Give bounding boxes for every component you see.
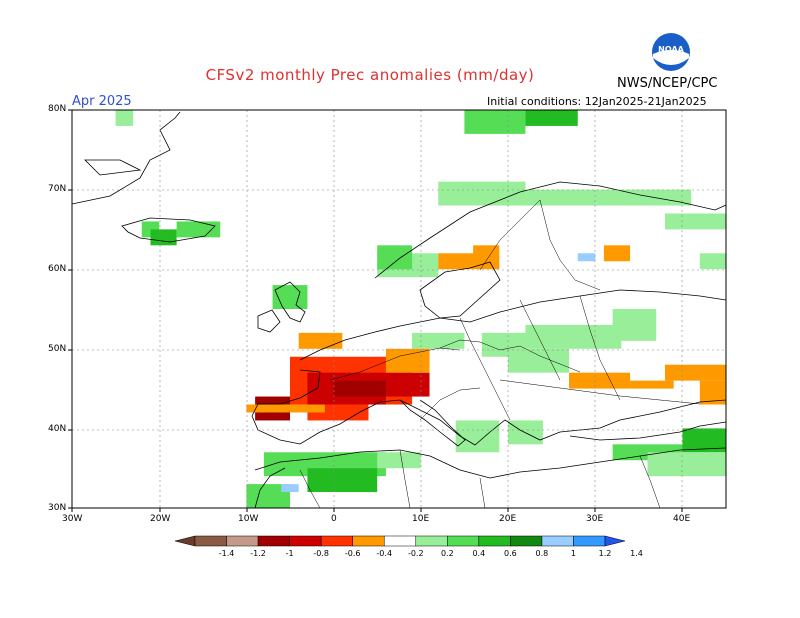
legend-swatch xyxy=(320,535,353,547)
legend-label: -0.6 xyxy=(345,549,361,558)
legend-label: 0.6 xyxy=(504,549,517,558)
legend-swatch xyxy=(226,535,259,547)
legend-label: -1.4 xyxy=(219,549,235,558)
anomaly-cell xyxy=(176,221,221,238)
legend-swatch xyxy=(510,535,543,547)
legend-label: 1 xyxy=(571,549,576,558)
anomaly-cell xyxy=(333,380,386,397)
anomaly-cell xyxy=(647,452,726,477)
anomaly-cell xyxy=(377,452,421,469)
legend-swatch xyxy=(383,535,417,547)
anomaly-cell xyxy=(630,380,674,389)
legend-label: -0.4 xyxy=(376,549,392,558)
anomaly-cell xyxy=(307,468,378,493)
legend-label: -0.8 xyxy=(313,549,329,558)
legend-swatch xyxy=(194,535,227,547)
axis-ticks xyxy=(68,109,683,512)
anomaly-cell xyxy=(298,332,343,349)
legend-label: 0.2 xyxy=(441,549,454,558)
anomaly-cell xyxy=(377,245,413,270)
legend-swatch xyxy=(478,535,511,547)
lon-label: 0 xyxy=(331,514,337,524)
anomaly-cell xyxy=(577,253,596,262)
legend-swatch xyxy=(604,535,626,547)
lon-label: 30E xyxy=(586,514,604,524)
agency-label: NWS/NCEP/CPC xyxy=(617,76,718,91)
legend-swatch xyxy=(447,535,480,547)
legend-label: 1.4 xyxy=(630,549,643,558)
anomaly-cell xyxy=(699,253,726,270)
legend-label: 1.2 xyxy=(599,549,612,558)
anomaly-cell xyxy=(525,110,578,126)
lon-label: 10E xyxy=(412,514,430,524)
svg-text:NOAA: NOAA xyxy=(658,45,684,54)
anomaly-cell xyxy=(612,309,657,341)
lon-label: 30W xyxy=(62,514,83,524)
legend-swatch xyxy=(174,535,196,547)
anomaly-cell xyxy=(246,484,290,508)
noaa-logo: NOAA xyxy=(652,33,690,71)
lat-label: 60N xyxy=(48,264,67,274)
legend-swatch xyxy=(415,535,448,547)
anomaly-cell xyxy=(385,372,430,397)
lon-label: 40E xyxy=(673,514,691,524)
anomaly-cell xyxy=(473,245,500,262)
anomaly-cell xyxy=(115,110,134,126)
lat-label: 30N xyxy=(48,503,67,513)
legend-swatch xyxy=(573,535,606,547)
anomaly-cell xyxy=(699,380,726,405)
anomaly-cell xyxy=(595,189,692,206)
lat-label: 70N xyxy=(48,184,67,194)
anomaly-cell xyxy=(412,332,465,349)
anomaly-cell xyxy=(150,229,177,246)
legend-swatch xyxy=(352,535,385,547)
lat-label: 50N xyxy=(48,344,67,354)
legend-label: 0.8 xyxy=(536,549,549,558)
anomaly-cell xyxy=(525,189,596,206)
legend-swatch xyxy=(289,535,322,547)
legend-label: -0.2 xyxy=(408,549,424,558)
forecast-month: Apr 2025 xyxy=(72,94,132,109)
lat-label: 80N xyxy=(48,104,67,114)
coastlines xyxy=(71,111,727,509)
initial-conditions: Initial conditions: 12Jan2025-21Jan2025 xyxy=(487,95,707,108)
anomaly-cells xyxy=(115,110,726,508)
anomaly-cell xyxy=(664,364,726,381)
chart-title: CFSv2 monthly Prec anomalies (mm/day) xyxy=(205,66,535,84)
anomaly-cell xyxy=(569,372,631,389)
lon-label: 20W xyxy=(150,514,171,524)
lat-label: 40N xyxy=(48,424,67,434)
map-frame xyxy=(71,109,727,509)
legend-label: 0.4 xyxy=(472,549,485,558)
legend-label: -1.2 xyxy=(250,549,266,558)
legend-swatch xyxy=(257,535,290,547)
color-legend: -1.4 -1.2 -1 -0.8 -0.6 -0.4 -0.2 0.2 0.4 0.6 0.8 1 1… xyxy=(174,535,643,558)
anomaly-cell xyxy=(464,110,526,134)
anomaly-cell xyxy=(508,348,570,373)
anomaly-cell xyxy=(281,484,299,493)
legend-swatch xyxy=(541,535,574,547)
lon-label: 10W xyxy=(238,514,259,524)
anomaly-cell xyxy=(603,245,631,262)
borders xyxy=(299,199,701,509)
grid-lines xyxy=(72,110,726,508)
anomaly-cell xyxy=(682,428,726,453)
anomaly-cell xyxy=(246,404,325,413)
legend-label: -1 xyxy=(286,549,294,558)
anomaly-cell xyxy=(455,420,500,453)
anomaly-cell xyxy=(525,324,622,349)
anomaly-cell xyxy=(385,348,430,373)
anomaly-cell xyxy=(438,181,526,206)
anomaly-cell xyxy=(664,213,726,230)
lon-label: 20E xyxy=(499,514,517,524)
